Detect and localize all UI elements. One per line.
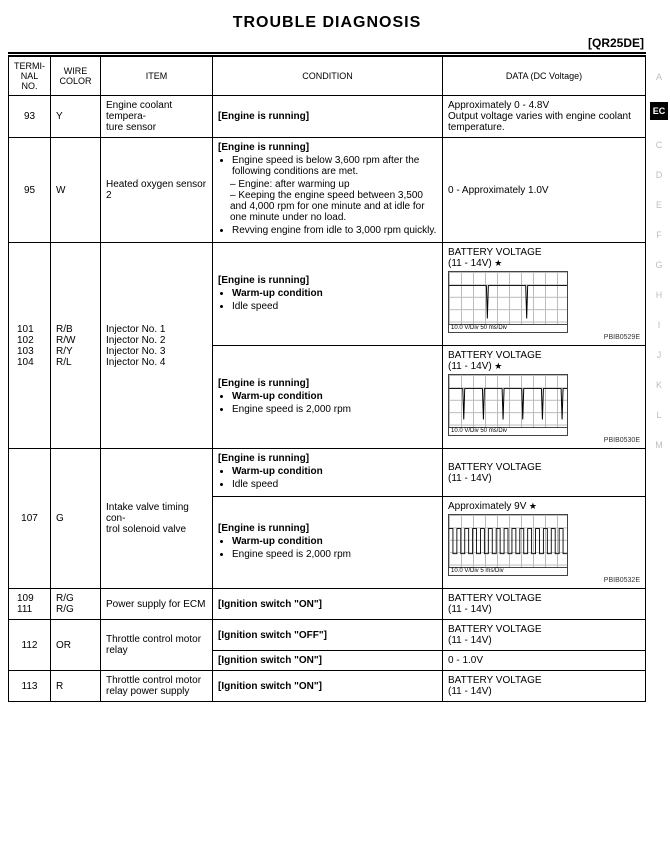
- condition-cell: [Ignition switch "ON"]: [213, 589, 443, 620]
- page-title: TROUBLE DIAGNOSIS: [8, 14, 646, 32]
- item-name: Injector No. 1 Injector No. 2 Injector N…: [101, 243, 213, 449]
- oscilloscope-waveform: 10.0 V/Div 50 ms/Div: [448, 271, 568, 333]
- tab-i: I: [650, 320, 668, 330]
- wire-color: OR: [51, 620, 101, 671]
- tab-h: H: [650, 290, 668, 300]
- data-cell: Approximately 0 - 4.8V Output voltage va…: [443, 96, 646, 138]
- wire-color: G: [51, 449, 101, 589]
- wire-color: R: [51, 671, 101, 702]
- table-row: 95 W Heated oxygen sensor 2 [Engine is r…: [9, 138, 646, 243]
- oscilloscope-waveform: 10.0 V/Div 50 ms/Div: [448, 374, 568, 436]
- data-cell: 0 - Approximately 1.0V: [443, 138, 646, 243]
- tab-g: G: [650, 260, 668, 270]
- hdr-condition: CONDITION: [213, 57, 443, 96]
- tab-d: D: [650, 170, 668, 180]
- item-name: Engine coolant tempera- ture sensor: [101, 96, 213, 138]
- terminal-no: 112: [9, 620, 51, 671]
- wire-color: R/B R/W R/Y R/L: [51, 243, 101, 449]
- table-row: 107 G Intake valve timing con- trol sole…: [9, 449, 646, 497]
- oscilloscope-waveform: 10.0 V/Div 5 ms/Div: [448, 514, 568, 576]
- tab-k: K: [650, 380, 668, 390]
- hdr-wire: WIRE COLOR: [51, 57, 101, 96]
- table-row: 93 Y Engine coolant tempera- ture sensor…: [9, 96, 646, 138]
- wire-color: Y: [51, 96, 101, 138]
- item-name: Throttle control motor relay power suppl…: [101, 671, 213, 702]
- section-tabs: A EC C D E F G H I J K L M: [650, 72, 668, 450]
- hdr-terminal: TERMI- NAL NO.: [9, 57, 51, 96]
- terminal-no: 109 111: [9, 589, 51, 620]
- terminal-no: 113: [9, 671, 51, 702]
- condition-cell: [Ignition switch "ON"]: [213, 651, 443, 671]
- hdr-item: ITEM: [101, 57, 213, 96]
- table-row: 109 111 R/G R/G Power supply for ECM [Ig…: [9, 589, 646, 620]
- data-cell: 0 - 1.0V: [443, 651, 646, 671]
- condition-cell: [Engine is running] Engine speed is belo…: [213, 138, 443, 243]
- tab-m: M: [650, 440, 668, 450]
- data-cell: Approximately 9V 10.0 V/Div 5 ms/Div PBI…: [443, 497, 646, 589]
- data-cell: BATTERY VOLTAGE (11 - 14V) 10.0 V/Div 50…: [443, 243, 646, 346]
- condition-cell: [Engine is running]: [213, 96, 443, 138]
- wire-color: R/G R/G: [51, 589, 101, 620]
- diagnosis-table: TERMI- NAL NO. WIRE COLOR ITEM CONDITION…: [8, 56, 646, 702]
- data-cell: BATTERY VOLTAGE (11 - 14V) 10.0 V/Div 50…: [443, 346, 646, 449]
- tab-ec: EC: [650, 102, 668, 120]
- table-row: 112 OR Throttle control motor relay [Ign…: [9, 620, 646, 651]
- engine-code: [QR25DE]: [8, 36, 646, 50]
- condition-cell: [Engine is running] Warm-up condition Id…: [213, 243, 443, 346]
- data-cell: BATTERY VOLTAGE (11 - 14V): [443, 449, 646, 497]
- data-cell: BATTERY VOLTAGE (11 - 14V): [443, 589, 646, 620]
- terminal-no: 107: [9, 449, 51, 589]
- tab-e: E: [650, 200, 668, 210]
- condition-cell: [Engine is running] Warm-up condition En…: [213, 497, 443, 589]
- item-name: Throttle control motor relay: [101, 620, 213, 671]
- condition-cell: [Ignition switch "ON"]: [213, 671, 443, 702]
- terminal-no: 93: [9, 96, 51, 138]
- tab-f: F: [650, 230, 668, 240]
- terminal-no: 101 102 103 104: [9, 243, 51, 449]
- table-row: 101 102 103 104 R/B R/W R/Y R/L Injector…: [9, 243, 646, 346]
- tab-c: C: [650, 140, 668, 150]
- condition-cell: [Engine is running] Warm-up condition En…: [213, 346, 443, 449]
- wire-color: W: [51, 138, 101, 243]
- condition-cell: [Ignition switch "OFF"]: [213, 620, 443, 651]
- hdr-data: DATA (DC Voltage): [443, 57, 646, 96]
- tab-a: A: [650, 72, 668, 82]
- item-name: Power supply for ECM: [101, 589, 213, 620]
- item-name: Intake valve timing con- trol solenoid v…: [101, 449, 213, 589]
- condition-cell: [Engine is running] Warm-up condition Id…: [213, 449, 443, 497]
- data-cell: BATTERY VOLTAGE (11 - 14V): [443, 671, 646, 702]
- table-row: 113 R Throttle control motor relay power…: [9, 671, 646, 702]
- tab-l: L: [650, 410, 668, 420]
- terminal-no: 95: [9, 138, 51, 243]
- item-name: Heated oxygen sensor 2: [101, 138, 213, 243]
- tab-j: J: [650, 350, 668, 360]
- data-cell: BATTERY VOLTAGE (11 - 14V): [443, 620, 646, 651]
